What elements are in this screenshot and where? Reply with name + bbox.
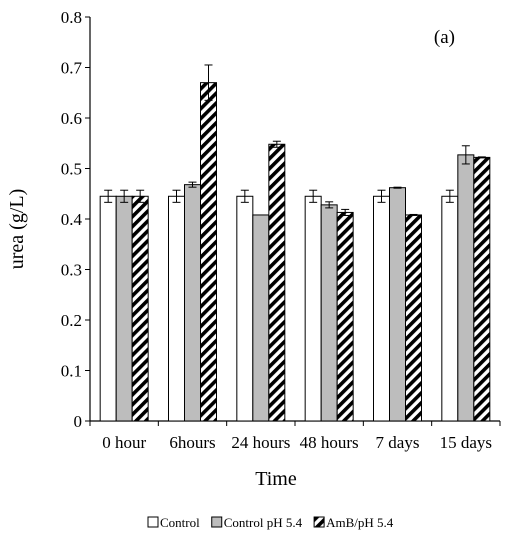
bar xyxy=(131,195,149,422)
legend-label: Control pH 5.4 xyxy=(224,515,303,530)
legend-label: Control xyxy=(160,515,200,530)
bar xyxy=(405,214,422,422)
bar xyxy=(115,195,133,422)
y-tick-label: 0.2 xyxy=(61,311,82,330)
y-tick-label: 0.8 xyxy=(61,8,82,27)
x-tick-label: 7 days xyxy=(376,433,420,452)
y-tick-label: 0.6 xyxy=(61,109,82,128)
y-tick-label: 0.1 xyxy=(61,362,82,381)
y-tick-label: 0.4 xyxy=(61,210,83,229)
axes xyxy=(85,16,501,426)
x-tick-label: 15 days xyxy=(440,433,492,452)
y-tick-label: 0.3 xyxy=(61,261,82,280)
x-tick-label: 6hours xyxy=(169,433,215,452)
x-tick-label: 24 hours xyxy=(231,433,290,452)
y-tick-label: 0.5 xyxy=(61,160,82,179)
bar xyxy=(200,82,217,422)
x-tick-label: 48 hours xyxy=(300,433,359,452)
bar xyxy=(457,154,475,422)
bar xyxy=(389,187,406,422)
bar xyxy=(236,195,254,422)
bar xyxy=(304,195,322,422)
x-tick-label: 0 hour xyxy=(102,433,146,452)
panel-label: (a) xyxy=(434,27,455,48)
bar xyxy=(252,214,270,422)
y-tick-label: 0.7 xyxy=(61,59,83,78)
bar xyxy=(441,195,459,422)
bar xyxy=(373,195,390,422)
legend: Control Control pH 5.4 AmB/pH 5.4 xyxy=(147,515,394,530)
legend-swatch xyxy=(313,516,325,528)
bars xyxy=(99,64,491,422)
bar xyxy=(168,195,185,422)
bar xyxy=(184,184,201,422)
y-axis-title: urea (g/L) xyxy=(6,189,28,270)
bar xyxy=(268,143,286,422)
bar xyxy=(99,195,117,422)
legend-swatch xyxy=(147,516,159,528)
y-tick-label: 0 xyxy=(74,412,83,431)
bar xyxy=(473,156,491,422)
bar xyxy=(320,204,338,422)
legend-swatch xyxy=(211,516,223,528)
labels: 0 0.1 0.2 0.3 0.4 0.5 0.6 0.7 0.8 0 hour 6hours 24 … xyxy=(61,8,492,452)
bar xyxy=(336,211,354,422)
legend-label: AmB/pH 5.4 xyxy=(326,515,394,530)
x-axis-title: Time xyxy=(255,468,297,490)
